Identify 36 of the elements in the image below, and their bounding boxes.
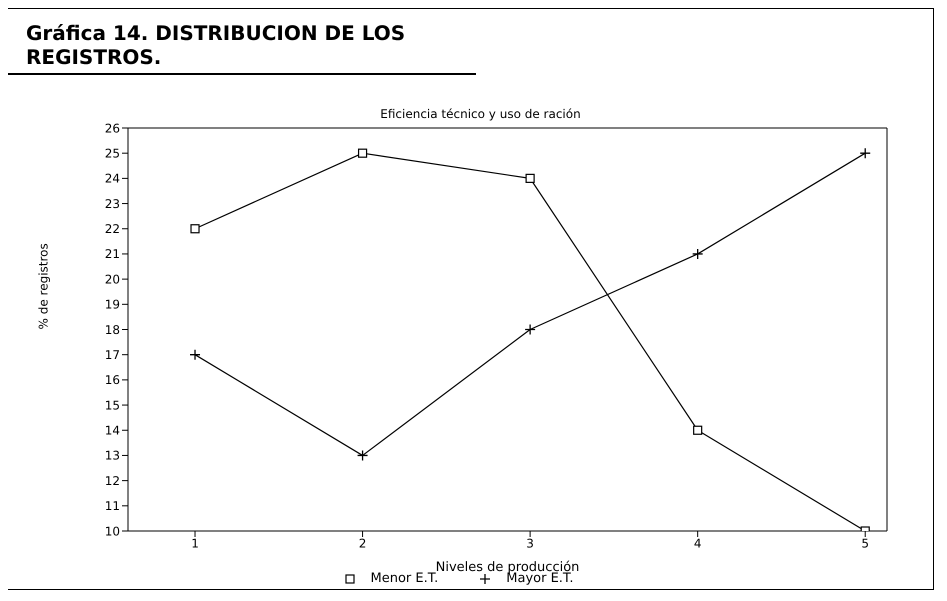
x-tick-label: 1 xyxy=(191,536,199,551)
y-tick-label: 12 xyxy=(104,474,120,488)
y-tick-label: 15 xyxy=(104,398,120,412)
y-tick-label: 22 xyxy=(104,222,120,236)
y-tick-label: 11 xyxy=(104,499,120,514)
legend-label: Menor E.T. xyxy=(370,571,438,586)
point xyxy=(692,248,704,260)
point xyxy=(693,426,702,435)
y-tick-label: 13 xyxy=(104,448,120,463)
point xyxy=(524,324,536,336)
y-tick-label: 19 xyxy=(104,298,120,312)
point xyxy=(358,148,368,158)
chart-title: Gráfica 14. DISTRIBUCION DE LOS REGISTROS. xyxy=(8,9,476,75)
point xyxy=(356,450,368,462)
x-tick-label: 3 xyxy=(526,536,534,551)
point xyxy=(189,349,201,360)
y-tick-label: 18 xyxy=(104,322,120,337)
y-tick-label: 25 xyxy=(104,146,120,160)
point xyxy=(526,174,535,183)
x-tick-label: 5 xyxy=(861,536,870,551)
y-axis-title: % de registros xyxy=(36,243,50,330)
y-tick-label: 14 xyxy=(104,424,120,438)
y-tick-label: 17 xyxy=(104,348,120,362)
x-tick-label: 2 xyxy=(358,536,366,551)
y-tick-label: 24 xyxy=(104,172,120,186)
y-tick-label: 26 xyxy=(104,121,120,136)
y-tick-label: 20 xyxy=(104,272,120,286)
point xyxy=(190,224,200,234)
x-tick-label: 4 xyxy=(694,536,702,551)
y-tick-label: 16 xyxy=(104,373,120,388)
y-tick-label: 10 xyxy=(104,524,120,538)
y-tick-label: 21 xyxy=(104,247,120,262)
legend-label: Mayor E.T. xyxy=(506,571,574,586)
chart-subtitle: Eficiencia técnico y uso de ración xyxy=(379,107,582,121)
y-tick-label: 23 xyxy=(104,196,120,211)
point xyxy=(860,148,871,159)
